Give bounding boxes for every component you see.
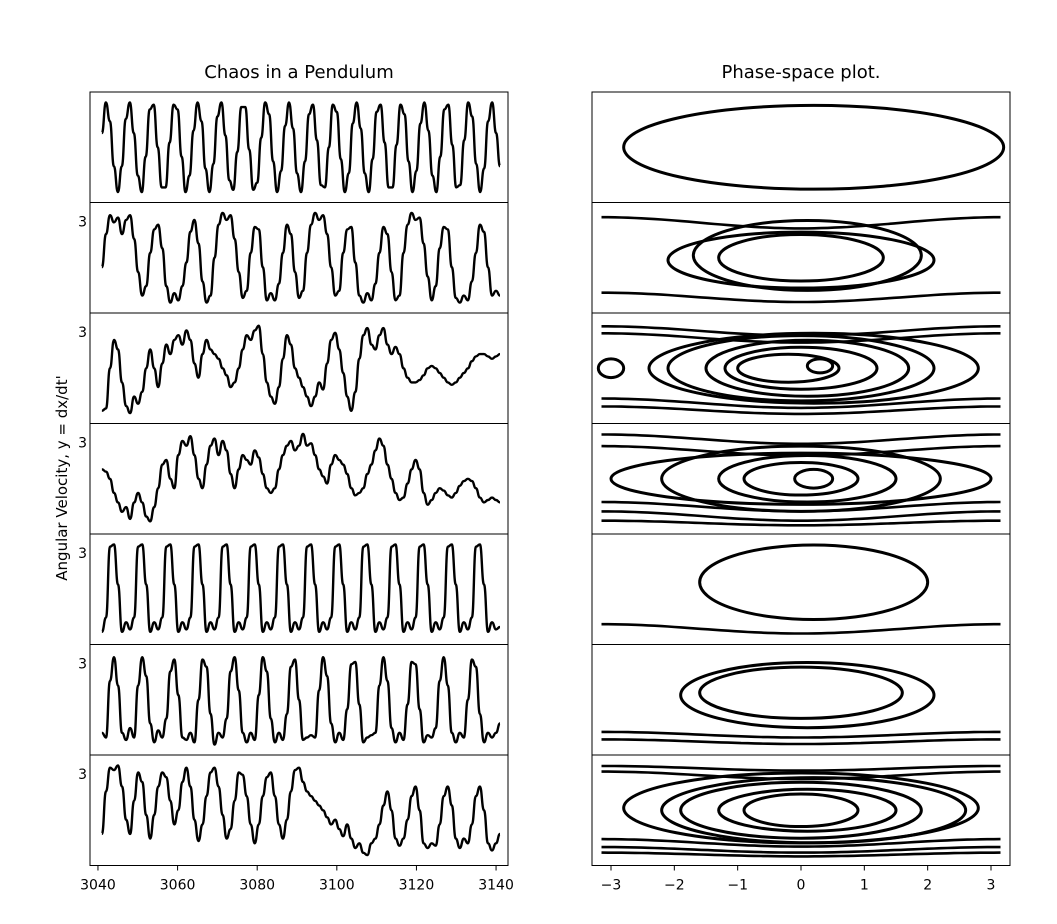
phase-loop-row4 (793, 467, 835, 490)
phase-band-row7 (601, 845, 1001, 854)
phase-loop-row7 (622, 771, 980, 845)
left-panel-frame-7 (89, 754, 509, 866)
phase-loop-row1 (622, 103, 1006, 191)
phase-loop-row7 (717, 787, 898, 833)
left-y-tick-label: 3 (78, 325, 87, 341)
left-x-tick-label: 3100 (319, 878, 355, 894)
phase-band-row7 (601, 764, 1001, 772)
phase-loop-row2 (717, 232, 885, 283)
phase-loop-row3 (736, 352, 841, 384)
left-panel-frame-3 (89, 312, 509, 424)
phase-band-row6 (601, 738, 1001, 746)
phase-band-row5 (601, 622, 1001, 635)
left-y-tick-label: 3 (78, 215, 87, 231)
right-panel-frame-4 (591, 423, 1011, 535)
time-series-line-row6 (101, 655, 501, 746)
phase-band-row7 (601, 837, 1001, 848)
left-x-tick-label: 3040 (80, 878, 116, 894)
phase-band-row2 (601, 291, 1001, 304)
right-x-tick-label: −2 (664, 878, 685, 894)
phase-loop-row3 (723, 345, 879, 391)
right-panel-frame-5 (591, 533, 1011, 645)
left-x-tick-label: 3120 (399, 878, 435, 894)
phase-loop-row3 (805, 357, 835, 375)
right-panel-frame-1 (591, 91, 1011, 203)
right-x-tick-label: 1 (860, 878, 869, 894)
phase-loop-row2 (691, 218, 923, 292)
phase-loop-row3 (704, 338, 911, 398)
phase-loop-row6 (698, 665, 904, 720)
phase-band-row6 (601, 730, 1001, 739)
phase-band-row4 (601, 500, 1001, 513)
left-y-tick-label: 3 (78, 546, 87, 562)
phase-band-row3 (601, 332, 1001, 344)
time-series-line-row7 (100, 764, 501, 857)
phase-loop-row7 (742, 792, 860, 829)
phase-band-row3 (601, 405, 1001, 416)
phase-loop-row4 (742, 460, 860, 497)
left-y-tick-label: 3 (78, 767, 87, 783)
left-x-tick-label: 3080 (239, 878, 275, 894)
time-series-line-row3 (101, 324, 501, 415)
phase-space-chart: −3 −2 −1 0 1 2 3 (591, 91, 1011, 894)
phase-loop-row3 (596, 357, 626, 380)
phase-band-row7 (601, 851, 1001, 858)
left-chart-title: Chaos in a Pendulum (204, 62, 394, 83)
right-x-tick-label: 0 (797, 878, 806, 894)
phase-band-row7 (601, 770, 1001, 781)
phase-band-row4 (601, 444, 1001, 457)
time-series-line-row5 (100, 543, 501, 634)
phase-loop-row4 (609, 451, 993, 506)
phase-band-row2 (601, 215, 1001, 230)
left-y-tick-label: 3 (78, 657, 87, 673)
left-x-tick-label: 3060 (160, 878, 196, 894)
y-axis-label: Angular Velocity, y = dx/dt' (53, 375, 71, 581)
phase-band-row3 (601, 397, 1001, 410)
time-series-line-row4 (101, 432, 501, 523)
phase-loop-row7 (679, 780, 923, 840)
time-series-line-row2 (100, 211, 501, 304)
left-x-tick-label: 3140 (478, 878, 514, 894)
phase-loop-row6 (679, 660, 936, 730)
phase-band-row4 (601, 433, 1001, 446)
right-x-tick-label: 3 (987, 878, 996, 894)
phase-band-row4 (601, 510, 1001, 522)
right-x-tick-label: 2 (923, 878, 932, 894)
phase-loop-row2 (666, 230, 936, 290)
phase-loop-row5 (698, 543, 930, 622)
time-series-chart: 3040 3060 3080 3100 3120 3140 3 3 3 3 3 3 (78, 91, 514, 894)
phase-band-row4 (601, 519, 1001, 527)
phase-loop-row3 (666, 334, 936, 403)
time-series-line-row1 (100, 101, 502, 194)
right-x-tick-label: −1 (727, 878, 748, 894)
right-chart-title: Phase-space plot. (721, 62, 881, 83)
left-y-tick-label: 3 (78, 436, 87, 452)
right-x-tick-label: −3 (601, 878, 622, 894)
phase-band-row3 (601, 325, 1001, 337)
phase-loop-row3 (647, 331, 980, 405)
